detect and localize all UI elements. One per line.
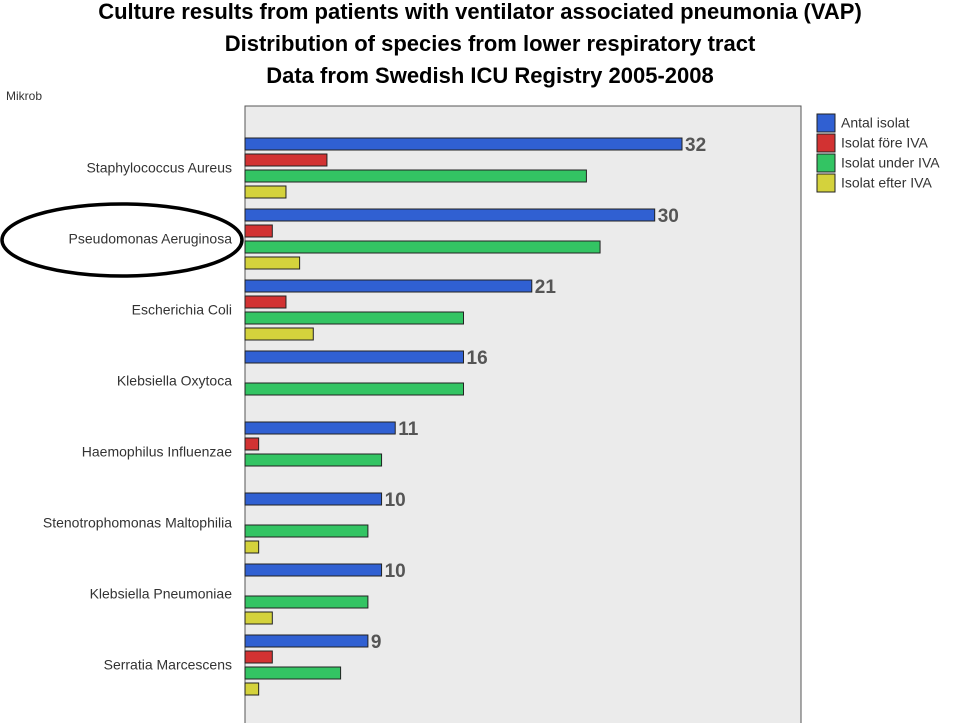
chart-subtitle: Data from Swedish ICU Registry 2005-2008	[266, 63, 714, 88]
y-tick-label: Escherichia Coli	[132, 302, 232, 318]
bar	[244, 256, 301, 270]
bar	[244, 524, 369, 538]
data-label: 10	[385, 561, 406, 582]
chart-title: Culture results from patients with venti…	[98, 0, 862, 24]
y-tick-label: Serratia Marcescens	[104, 657, 232, 673]
bar	[244, 611, 273, 625]
data-label: 32	[685, 135, 706, 156]
bar	[244, 224, 273, 238]
legend-swatch	[816, 173, 836, 193]
y-tick-label: Staphylococcus Aureus	[86, 160, 232, 176]
bar	[244, 279, 533, 293]
data-label: 11	[398, 419, 419, 440]
bar	[244, 327, 314, 341]
bar	[244, 311, 464, 325]
bar	[244, 208, 656, 222]
data-label: 9	[371, 632, 382, 653]
bar	[244, 421, 396, 435]
legend-label: Antal isolat	[841, 115, 910, 131]
bar	[244, 350, 464, 364]
bar	[244, 185, 287, 199]
bar	[244, 153, 328, 167]
bar	[244, 540, 260, 554]
legend-label: Isolat före IVA	[841, 135, 929, 151]
bar	[244, 634, 369, 648]
bar	[244, 295, 287, 309]
legend-swatch	[816, 153, 836, 173]
bar	[244, 169, 587, 183]
bar	[244, 437, 260, 451]
y-tick-label: Klebsiella Pneumoniae	[90, 586, 233, 602]
chart-subtitle: Distribution of species from lower respi…	[225, 31, 756, 56]
y-tick-label: Klebsiella Oxytoca	[117, 373, 232, 389]
plot-area	[244, 105, 802, 727]
data-label: 10	[385, 490, 406, 511]
bar	[244, 492, 383, 506]
data-label: 30	[658, 206, 679, 227]
bar	[244, 137, 683, 151]
y-tick-label: Stenotrophomonas Maltophilia	[43, 515, 232, 531]
data-label: 16	[467, 348, 488, 369]
legend-swatch	[816, 113, 836, 133]
y-tick-label: Haemophilus Influenzae	[82, 444, 232, 460]
legend-label: Isolat efter IVA	[841, 175, 932, 191]
legend-label: Isolat under IVA	[841, 155, 940, 171]
bar	[244, 595, 369, 609]
bar	[244, 563, 383, 577]
highlight-ellipse	[0, 202, 244, 278]
bar	[244, 240, 601, 254]
bar	[244, 453, 383, 467]
legend-swatch	[816, 133, 836, 153]
data-label: 21	[535, 277, 557, 298]
bar	[244, 682, 260, 696]
bar	[244, 382, 464, 396]
axis-label: Mikrob	[6, 89, 42, 103]
bar	[244, 650, 273, 664]
y-tick-label: Pseudomonas Aeruginosa	[69, 231, 233, 247]
bar	[244, 666, 342, 680]
